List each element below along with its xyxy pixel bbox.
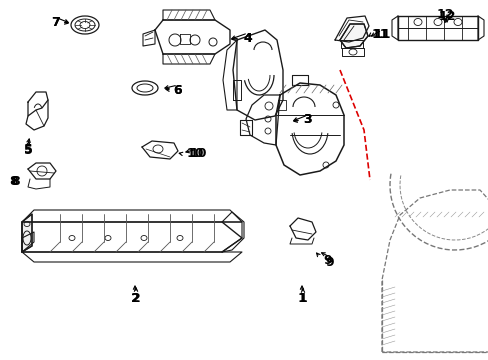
Text: 3: 3 (303, 113, 312, 126)
Text: 5: 5 (23, 144, 32, 157)
Text: 3: 3 (303, 113, 312, 126)
Text: 6: 6 (173, 84, 182, 96)
Text: 11: 11 (372, 28, 390, 41)
Text: 8: 8 (10, 175, 18, 189)
Polygon shape (339, 24, 367, 48)
Text: 11: 11 (370, 27, 388, 40)
Text: 12: 12 (435, 9, 453, 22)
Text: 1: 1 (297, 292, 306, 305)
Text: 7: 7 (51, 15, 59, 28)
Text: 10: 10 (186, 148, 203, 161)
Text: 2: 2 (130, 292, 139, 305)
Text: 10: 10 (189, 148, 206, 161)
Text: 8: 8 (12, 175, 20, 189)
Text: 9: 9 (323, 253, 332, 266)
Text: 12: 12 (437, 10, 455, 23)
Text: 9: 9 (325, 256, 334, 269)
Text: 4: 4 (243, 31, 252, 45)
Text: 6: 6 (173, 84, 182, 96)
Text: 4: 4 (243, 31, 252, 45)
Text: 2: 2 (131, 292, 140, 305)
Text: 7: 7 (51, 15, 59, 28)
Text: 1: 1 (298, 292, 307, 305)
Text: 5: 5 (23, 144, 32, 157)
Polygon shape (22, 214, 32, 252)
